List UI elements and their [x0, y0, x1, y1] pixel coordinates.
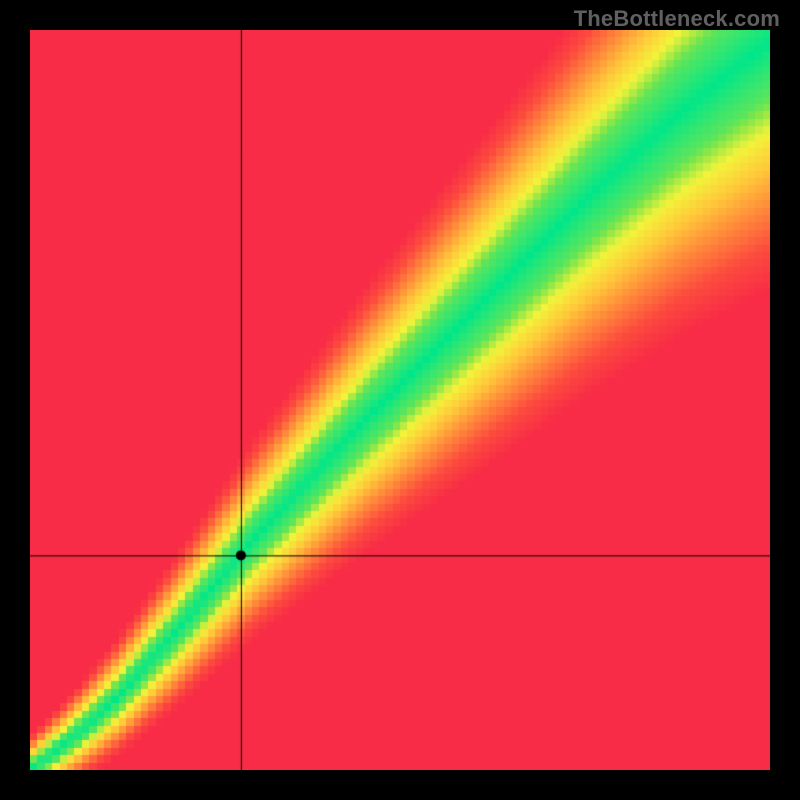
outer-frame: TheBottleneck.com [0, 0, 800, 800]
heatmap-plot [30, 30, 770, 770]
heatmap-canvas [30, 30, 770, 770]
watermark-text: TheBottleneck.com [574, 6, 780, 32]
